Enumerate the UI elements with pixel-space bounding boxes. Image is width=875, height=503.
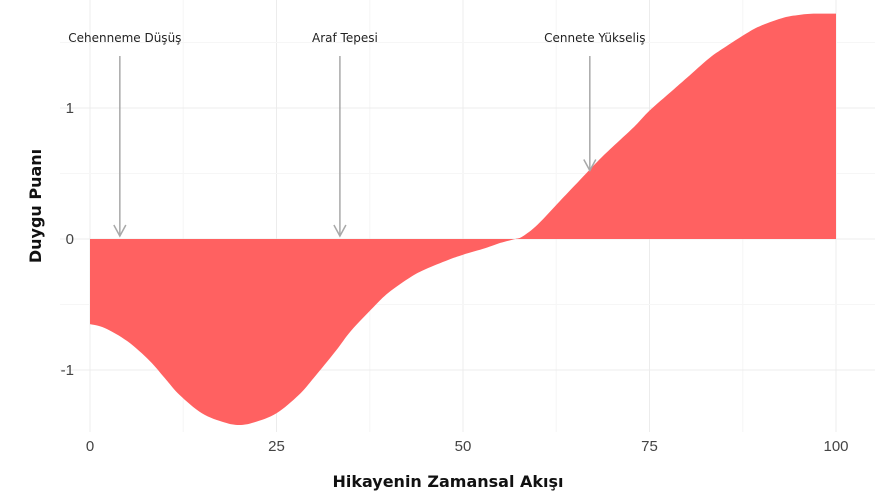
x-tick-label: 50 (455, 438, 472, 455)
annotation-arrow-head (333, 224, 347, 238)
y-axis-ticks: 1 0 -1 (61, 100, 74, 379)
x-axis-title: Hikayenin Zamansal Akışı (332, 472, 563, 491)
x-tick-label: 100 (823, 438, 848, 455)
annotations: Cehenneme Düşüş Araf Tepesi Cennete Yüksel… (68, 31, 645, 238)
annotation-label: Araf Tepesi (312, 31, 378, 45)
y-tick-label: -1 (61, 362, 74, 379)
annotation-label: Cehenneme Düşüş (68, 31, 181, 45)
annotation: Cennete Yükseliş (544, 31, 645, 173)
y-tick-label: 1 (66, 100, 74, 117)
y-axis-title: Duygu Puanı (26, 149, 45, 263)
x-tick-label: 25 (268, 438, 285, 455)
y-tick-label: 0 (66, 231, 74, 248)
annotation: Araf Tepesi (312, 31, 378, 238)
annotation-arrow-head (583, 159, 597, 173)
sentiment-area (90, 13, 836, 426)
x-tick-label: 0 (86, 438, 94, 455)
annotation-label: Cennete Yükseliş (544, 31, 645, 45)
x-tick-label: 75 (641, 438, 658, 455)
x-axis-ticks: 0 25 50 75 100 (86, 438, 849, 455)
annotation-arrow-head (113, 224, 127, 238)
area-layer (90, 13, 836, 426)
annotation: Cehenneme Düşüş (68, 31, 181, 238)
